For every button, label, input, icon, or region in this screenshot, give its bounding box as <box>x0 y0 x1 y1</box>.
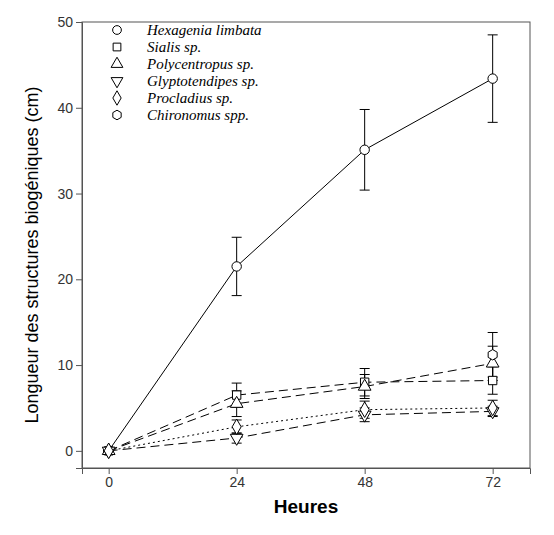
legend-label: Glyptotendipes sp. <box>147 73 259 89</box>
marker <box>360 402 369 418</box>
error-bar-line <box>488 394 498 395</box>
tick-label: 50 <box>57 14 73 30</box>
marker <box>232 419 241 435</box>
tick-label: 10 <box>57 357 73 373</box>
error-bar <box>488 35 498 122</box>
error-bar-line <box>232 295 242 296</box>
tick: 30 <box>57 186 82 202</box>
legend-symbol <box>111 78 123 88</box>
error-bar-line <box>232 416 242 417</box>
legend-label: Sialis sp. <box>147 39 201 55</box>
tick-label: 40 <box>57 100 73 116</box>
legend-label: Procladius sp. <box>146 90 233 106</box>
error-bar-line <box>232 237 242 238</box>
legend-symbol <box>113 91 121 105</box>
marker <box>104 443 113 459</box>
legend-item: Chironomus spp. <box>113 107 249 123</box>
x-axis: 0 24 48 72 <box>83 468 531 490</box>
tick-mark <box>76 194 82 195</box>
error-bar-line <box>360 368 370 369</box>
tick: 10 <box>57 357 82 373</box>
legend-symbol <box>113 43 121 51</box>
tick: 40 <box>57 100 82 116</box>
tick-label: 0 <box>105 474 113 490</box>
tick-label: 48 <box>357 474 373 490</box>
tick: 72 <box>485 468 501 490</box>
tick-label: 0 <box>65 443 73 459</box>
series-line <box>109 408 493 451</box>
tick-mark <box>76 365 82 366</box>
plot-frame <box>82 22 530 468</box>
tick-mark <box>76 22 82 23</box>
tick-label: 20 <box>57 271 73 287</box>
tick: 24 <box>229 468 245 490</box>
marker <box>230 434 243 445</box>
legend-symbol <box>111 57 123 67</box>
error-bar-line <box>232 383 242 384</box>
error-bar <box>360 109 370 190</box>
marker <box>488 400 497 416</box>
error-bar-line <box>488 34 498 35</box>
marker <box>488 376 496 384</box>
tick-mark <box>76 108 82 109</box>
marker <box>358 379 371 390</box>
y-axis: 0 10 20 30 40 50 <box>57 14 82 469</box>
legend-symbol <box>113 110 121 120</box>
series-line <box>109 363 493 450</box>
tick: 48 <box>357 468 373 490</box>
axis-line <box>83 469 531 475</box>
x-axis-title: Heures <box>274 496 338 517</box>
legend-label: Chironomus spp. <box>147 107 249 123</box>
marker <box>488 350 497 360</box>
legend-item: Procladius sp. <box>113 90 233 106</box>
tick: 50 <box>57 14 82 30</box>
error-bar-line <box>360 374 370 375</box>
error-bar-line <box>360 109 370 110</box>
legend-label: Hexagenia limbata <box>146 22 262 38</box>
legend-item: Polycentropus sp. <box>111 56 254 72</box>
error-bar <box>232 420 242 434</box>
series-line <box>109 411 493 450</box>
marker <box>360 145 369 154</box>
plot: 0 24 48 72 0 10 20 30 40 50 Hexagenia limbataSiali… <box>57 14 530 490</box>
marker <box>230 396 243 407</box>
error-bar-line <box>488 122 498 123</box>
tick-mark <box>76 279 82 280</box>
tick: 20 <box>57 271 82 287</box>
legend: Hexagenia limbataSialis sp.Polycentropus… <box>111 22 261 123</box>
tick-label: 24 <box>229 474 245 490</box>
legend-label: Polycentropus sp. <box>146 56 254 72</box>
error-bar-line <box>360 398 370 399</box>
tick-label: 30 <box>57 186 73 202</box>
series-line <box>109 79 493 451</box>
data-area <box>102 35 499 459</box>
legend-item: Glyptotendipes sp. <box>111 73 259 89</box>
marker <box>488 74 497 83</box>
series-line <box>109 381 493 451</box>
error-bar-line <box>488 332 498 333</box>
tick: 0 <box>65 443 82 459</box>
tick-mark <box>76 451 82 452</box>
tick: 0 <box>105 468 113 490</box>
legend-symbol <box>113 26 122 35</box>
error-bar <box>488 332 498 377</box>
error-bar <box>232 237 242 295</box>
error-bar-line <box>360 190 370 191</box>
y-axis-title: Longueur des structures biogéniques (cm) <box>22 86 42 423</box>
chart: 0 24 48 72 0 10 20 30 40 50 Hexagenia limbataSiali… <box>0 0 554 535</box>
legend-item: Hexagenia limbata <box>113 22 262 38</box>
legend-item: Sialis sp. <box>113 39 201 55</box>
marker <box>232 262 241 271</box>
tick-label: 72 <box>485 474 501 490</box>
